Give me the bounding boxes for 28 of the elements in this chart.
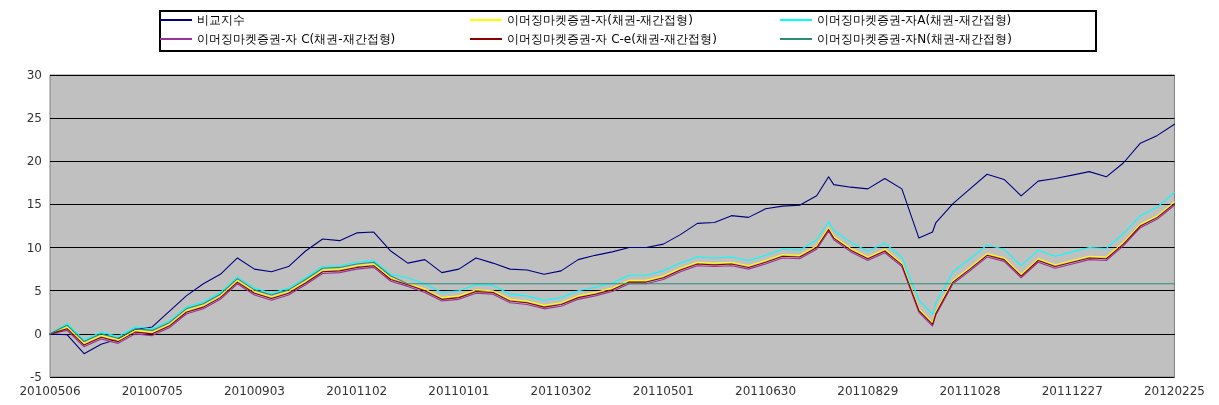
y-tick-label: 30 [26, 68, 42, 82]
legend-label: 비교지수 [197, 13, 245, 27]
line-series [49, 123, 1176, 355]
x-tick-label: 20110302 [530, 384, 592, 398]
x-tick-label: 20100705 [121, 384, 183, 398]
x-tick-label: 20110101 [428, 384, 490, 398]
x-tick-label: 20110630 [735, 384, 797, 398]
x-tick-label: 20111028 [939, 384, 1001, 398]
y-tick-label: 15 [26, 197, 42, 212]
x-tick-label: 20100903 [223, 384, 285, 398]
y-tick-label: 10 [26, 240, 42, 255]
line-series [49, 261, 1176, 343]
x-tick-label: 20120225 [1143, 384, 1205, 398]
x-tick-label: 20101102 [326, 384, 388, 398]
y-tick-label: 20 [26, 154, 42, 169]
y-tick-label: -5 [30, 370, 42, 384]
x-tick-label: 20110829 [837, 384, 899, 398]
y-tick-label: 5 [34, 283, 42, 298]
y-tick-label: 0 [34, 326, 42, 341]
x-tick-label: 20110501 [632, 384, 694, 398]
x-tick-label: 20111227 [1041, 384, 1103, 398]
legend-label: 이머징마켓증권-자N(채권-재간접형) [817, 32, 1012, 46]
y-tick-label: 25 [26, 111, 42, 126]
legend-label: 이머징마켓증권-자 C(채권-재간접형) [197, 32, 396, 46]
x-tick-label: 20100506 [19, 384, 81, 398]
legend-label: 이머징마켓증권-자(채권-재간접형) [507, 13, 694, 27]
legend-label: 이머징마켓증권-자 C-e(채권-재간접형) [507, 32, 717, 46]
legend-label: 이머징마켓증권-자A(채권-재간접형) [817, 13, 1012, 27]
